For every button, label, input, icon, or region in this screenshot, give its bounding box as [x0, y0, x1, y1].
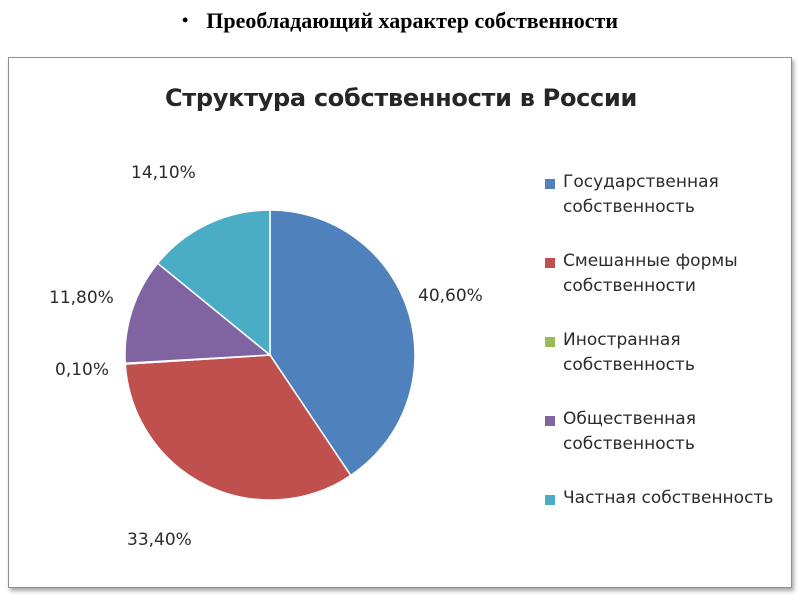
bullet-icon: • — [181, 10, 189, 30]
slide-heading: • Преобладающий характер собственности — [0, 8, 800, 34]
pie-slice-public — [124, 262, 272, 364]
slide-heading-text: Преобладающий характер собственности — [206, 8, 619, 33]
data-label-mixed: 33,40% — [127, 530, 192, 550]
legend-item-private: Частная собственность — [545, 486, 785, 516]
legend-swatch-foreign — [545, 337, 555, 347]
legend-label-private-line1: Частная собственность — [563, 488, 774, 508]
data-label-public: 11,80% — [49, 288, 114, 308]
legend-label-foreign-line2: собственность — [563, 355, 695, 375]
legend-label-state-line1: Государственная — [563, 172, 719, 192]
legend-item-foreign: Иностранная собственность — [545, 328, 785, 407]
legend-item-mixed: Смешанные формы собственности — [545, 249, 785, 328]
legend-item-state: Государственная собственность — [545, 170, 785, 249]
legend-item-public: Общественная собственность — [545, 407, 785, 486]
legend-label-public-line1: Общественная — [563, 409, 696, 429]
chart-frame: Структура собственности в России 40,60% 3… — [8, 57, 792, 588]
legend-label-public-line2: собственность — [563, 434, 695, 454]
pie-slice-state — [269, 209, 416, 477]
legend-label-state-line2: собственность — [563, 197, 695, 217]
legend-swatch-state — [545, 179, 555, 189]
chart-legend: Государственная собственность Смешанные фо… — [545, 170, 785, 516]
data-label-private: 14,10% — [131, 163, 196, 183]
legend-swatch-mixed — [545, 258, 555, 268]
data-label-foreign: 0,10% — [55, 360, 110, 380]
legend-label-foreign-line1: Иностранная — [563, 330, 681, 350]
pie-chart — [124, 209, 416, 501]
pie-slice-private — [156, 209, 271, 357]
pie-slice-mixed — [124, 354, 352, 501]
data-label-state: 40,60% — [418, 286, 483, 306]
legend-label-mixed-line1: Смешанные формы — [563, 251, 738, 271]
chart-title: Структура собственности в России — [164, 84, 638, 112]
legend-label-mixed-line2: собственности — [563, 276, 696, 296]
legend-swatch-private — [545, 495, 555, 505]
legend-swatch-public — [545, 416, 555, 426]
